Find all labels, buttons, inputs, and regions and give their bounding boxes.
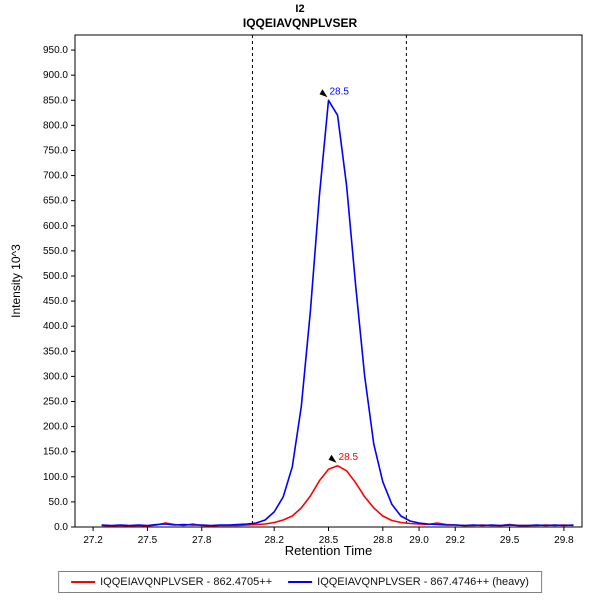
y-tick-label: 900.0 (43, 70, 68, 81)
y-tick-label: 200.0 (43, 422, 68, 433)
y-tick-label: 0.0 (54, 522, 68, 533)
chart-subtitle: IQQEIAVQNPLVSER (242, 16, 358, 31)
y-tick-label: 650.0 (43, 196, 68, 207)
y-tick-label: 700.0 (43, 171, 68, 182)
y-tick-label: 350.0 (43, 346, 68, 357)
legend: IQQEIAVQNPLVSER - 862.4705++ IQQEIAVQNPL… (58, 571, 542, 593)
y-tick-label: 100.0 (43, 472, 68, 483)
y-axis-title: Intensity 10^3 (9, 244, 23, 318)
x-tick-label: 28.8 (373, 535, 393, 546)
y-tick-label: 600.0 (43, 221, 68, 232)
y-tick-label: 750.0 (43, 145, 68, 156)
y-tick-label: 500.0 (43, 271, 68, 282)
legend-label: IQQEIAVQNPLVSER - 867.4746++ (heavy) (317, 576, 529, 588)
y-tick-label: 150.0 (43, 447, 68, 458)
y-tick-label: 850.0 (43, 95, 68, 106)
x-axis-title: Retention Time (284, 543, 373, 558)
peak-annotation-arrow-1 (319, 89, 328, 98)
x-tick-label: 29.2 (446, 535, 466, 546)
x-tick-label: 29.0 (409, 535, 429, 546)
y-tick-label: 950.0 (43, 45, 68, 56)
x-tick-label: 27.5 (138, 535, 158, 546)
x-tick-label: 29.5 (500, 535, 520, 546)
x-tick-label: 29.8 (554, 535, 574, 546)
y-tick-label: 400.0 (43, 321, 68, 332)
peak-annotation-arrow-0 (328, 454, 337, 463)
legend-label: IQQEIAVQNPLVSER - 862.4705++ (100, 576, 273, 588)
legend-entry-heavy: IQQEIAVQNPLVSER - 867.4746++ (heavy) (288, 576, 529, 588)
peak-annotation-label-1: 28.5 (330, 86, 350, 97)
y-tick-label: 550.0 (43, 246, 68, 257)
x-tick-label: 27.2 (83, 535, 103, 546)
series-trace-0 (101, 464, 574, 527)
y-tick-label: 50.0 (49, 497, 69, 508)
y-tick-label: 450.0 (43, 296, 68, 307)
plot-border (74, 34, 583, 528)
series-trace-1 (101, 99, 574, 527)
title-block: I2 IQQEIAVQNPLVSER (0, 3, 600, 31)
chromatogram-plot: 0.0 50.0 100.0 150.0 200.0 250.0 300.0 350.0 400… (43, 34, 583, 546)
chart-title: I2 (295, 3, 305, 15)
x-tick-label: 28.5 (319, 535, 339, 546)
y-tick-label: 800.0 (43, 120, 68, 131)
legend-line-sample-blue (288, 581, 313, 583)
legend-line-sample-red (71, 581, 96, 583)
y-tick-label: 300.0 (43, 371, 68, 382)
peak-annotation-label-0: 28.5 (339, 452, 359, 463)
x-tick-label: 28.2 (264, 535, 284, 546)
x-tick-label: 27.8 (192, 535, 212, 546)
legend-entry-light: IQQEIAVQNPLVSER - 862.4705++ (71, 576, 272, 588)
y-tick-label: 250.0 (43, 396, 68, 407)
